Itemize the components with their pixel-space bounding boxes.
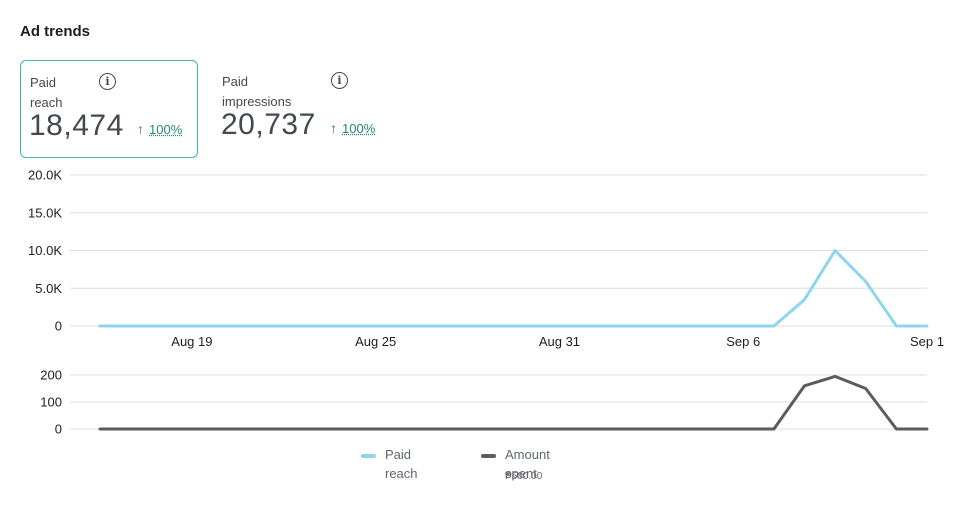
metric-label: Paid impressions bbox=[222, 72, 292, 112]
x-tick-label: Sep 6 bbox=[726, 334, 760, 349]
y-tick-label-reach: 10.0K bbox=[28, 243, 62, 258]
metric-change-value[interactable]: 100% bbox=[149, 122, 183, 137]
metric-label-line2: impressions bbox=[222, 94, 292, 109]
legend-swatch bbox=[481, 454, 496, 458]
y-tick-label-reach: 15.0K bbox=[28, 205, 62, 220]
y-tick-label-reach: 5.0K bbox=[35, 281, 62, 296]
legend-swatch bbox=[361, 454, 376, 458]
metric-label-line2: reach bbox=[30, 95, 63, 110]
metric-change: ↑ 100% bbox=[330, 120, 375, 136]
series-line-spent bbox=[98, 374, 929, 431]
arrow-up-icon: ↑ bbox=[137, 121, 144, 137]
metric-card-paid-impressions[interactable]: Paid impressions i 20,737 ↑ 100% bbox=[213, 60, 391, 158]
x-tick-label: Aug 31 bbox=[539, 334, 580, 349]
y-tick-label-spent: 0 bbox=[55, 422, 62, 437]
series-line-reach bbox=[98, 249, 929, 328]
metric-change-value[interactable]: 100% bbox=[342, 121, 376, 136]
legend-label: Amount spent bbox=[505, 445, 585, 483]
y-tick-label-spent: 200 bbox=[40, 368, 62, 383]
info-icon[interactable]: i bbox=[99, 73, 116, 90]
x-tick-label: Sep 1 bbox=[910, 334, 944, 349]
legend-label-line1: Amount bbox=[505, 447, 550, 462]
metric-label-line1: Paid bbox=[222, 74, 249, 89]
y-tick-label-reach: 20.0K bbox=[28, 168, 62, 183]
y-tick-label-spent: 100 bbox=[40, 395, 62, 410]
metric-label-line1: Paid bbox=[30, 75, 57, 90]
metric-card-paid-reach[interactable]: Paid reach i 18,474 ↑ 100% bbox=[20, 60, 198, 158]
legend-label-line2: reach bbox=[385, 466, 418, 481]
x-tick-label: Aug 19 bbox=[171, 334, 212, 349]
arrow-up-icon: ↑ bbox=[330, 120, 337, 136]
section-title: Ad trends bbox=[20, 23, 91, 40]
metric-value: 18,474 bbox=[29, 109, 124, 142]
x-tick-label: Aug 25 bbox=[355, 334, 396, 349]
y-tick-label-reach: 0 bbox=[55, 319, 62, 334]
legend-label-line1: Paid bbox=[385, 447, 412, 462]
metric-label: Paid reach bbox=[30, 73, 100, 113]
info-icon[interactable]: i bbox=[331, 72, 348, 89]
metric-value: 20,737 bbox=[221, 108, 316, 141]
metric-change: ↑ 100% bbox=[137, 121, 182, 137]
legend-sub-value: ₱500.00 bbox=[505, 471, 543, 482]
legend-label: Paid reach bbox=[385, 445, 465, 483]
legend-label-line2: spent bbox=[505, 466, 537, 481]
